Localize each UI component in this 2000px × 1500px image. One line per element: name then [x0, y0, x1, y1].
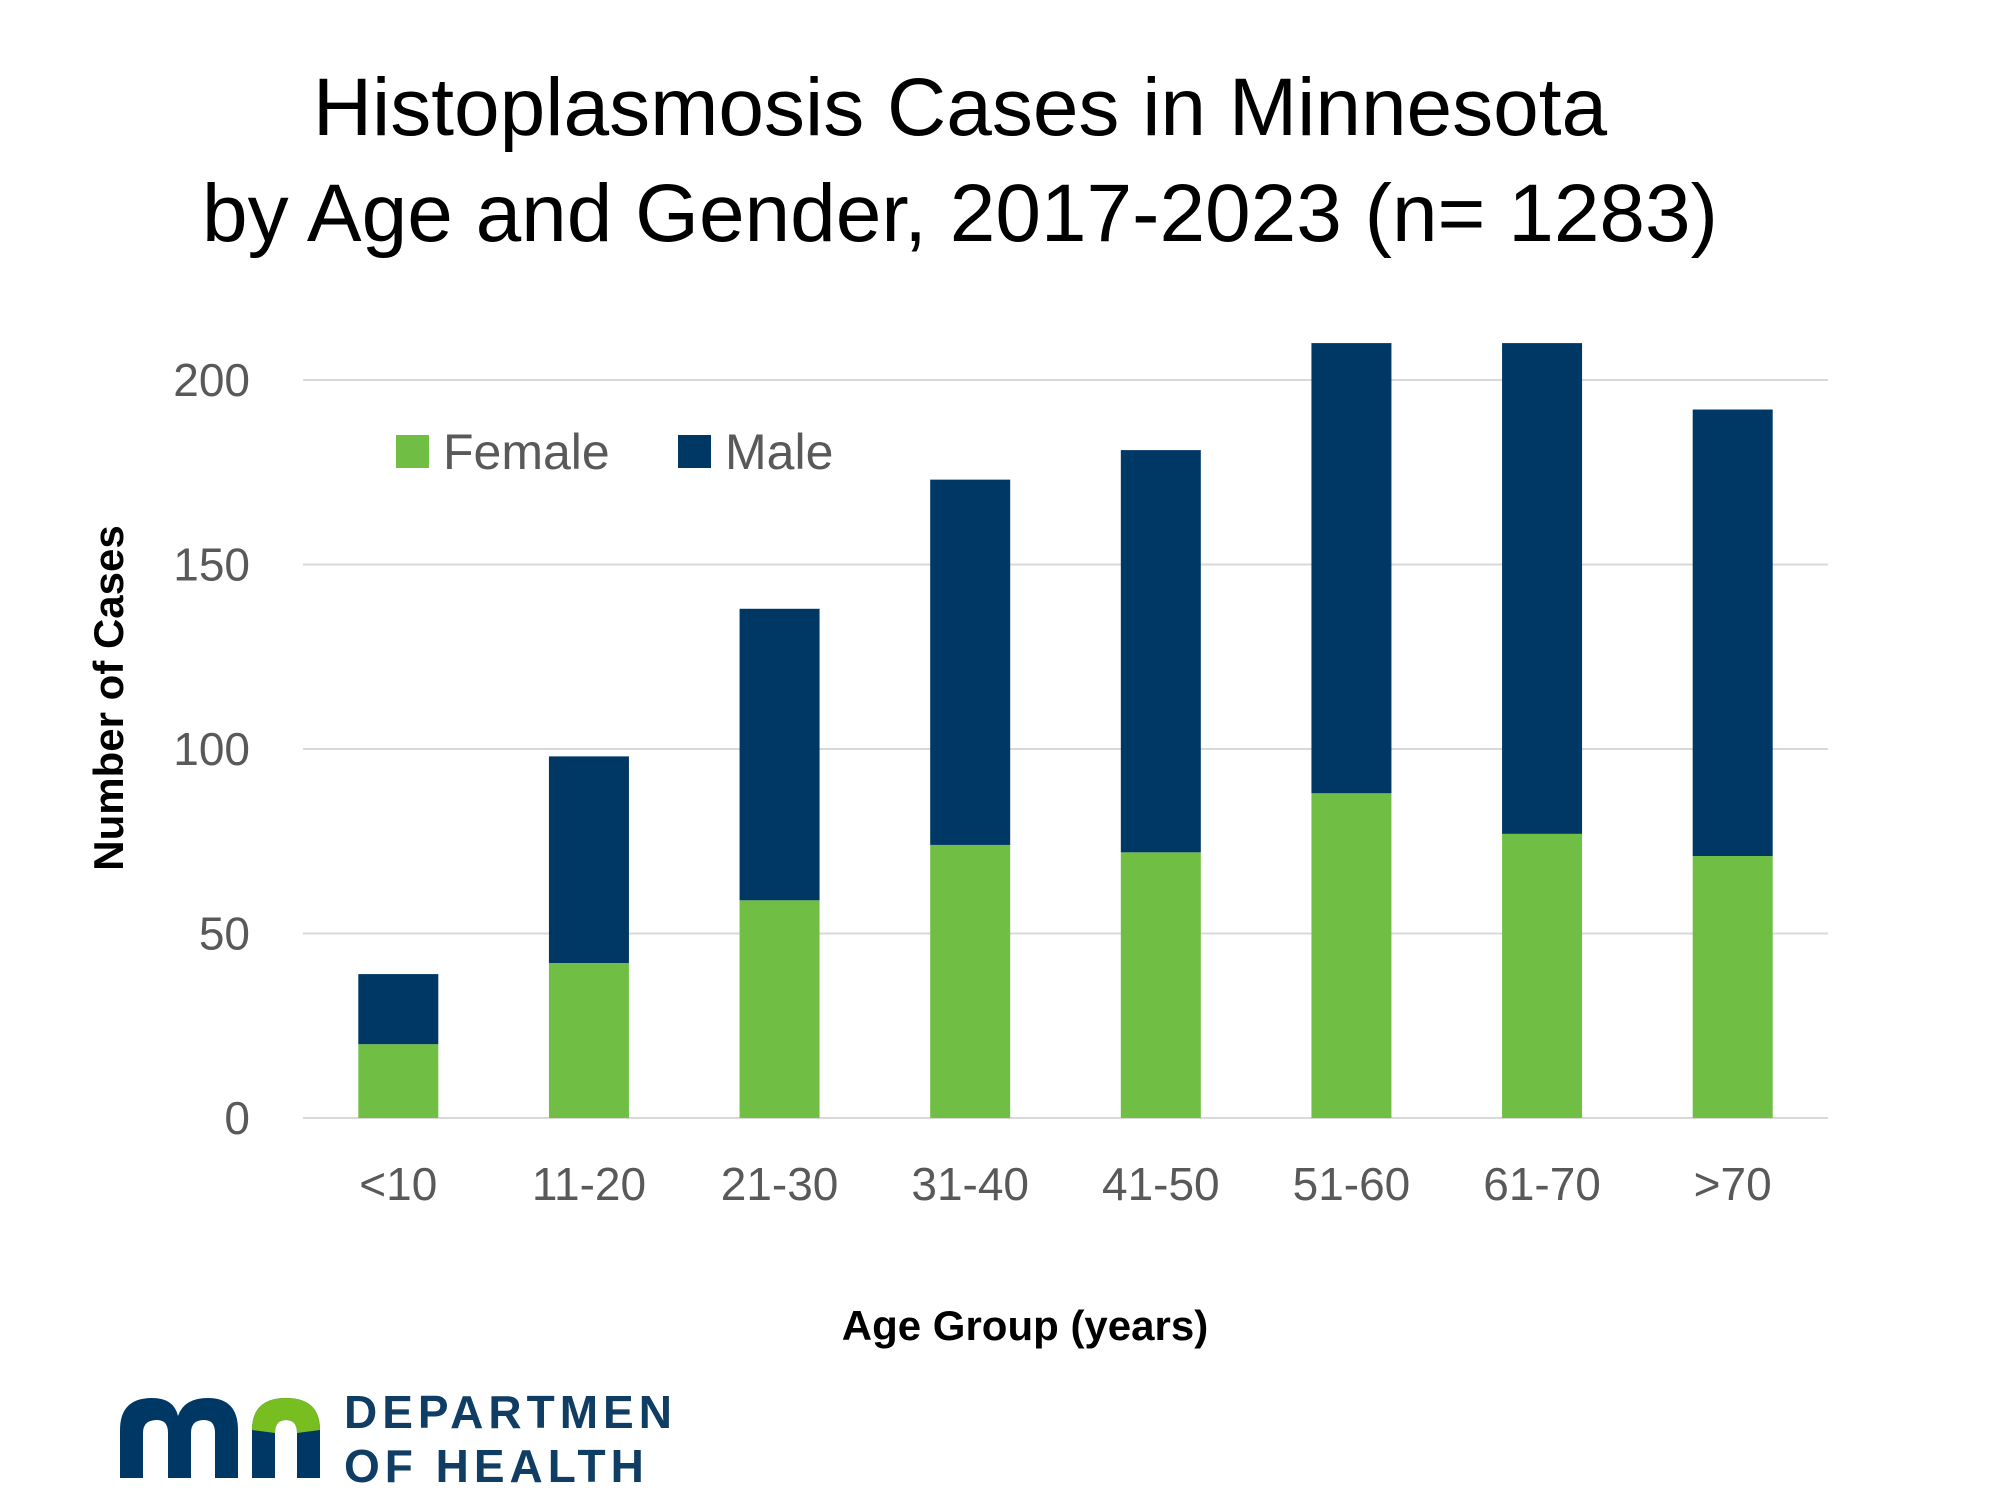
mn-department-of-health-logo: DEPARTMENT OF HEALTH: [120, 1386, 672, 1488]
gridlines: [303, 379, 1828, 1119]
chart-title-line-1: Histoplasmosis Cases in Minnesota: [312, 62, 1608, 153]
bars: [358, 343, 1773, 1118]
logo-text-line-2: OF HEALTH: [344, 1440, 649, 1488]
bar-female-5: [1311, 793, 1392, 1118]
bar-female-3: [930, 844, 1011, 1118]
chart-title: Histoplasmosis Cases in Minnesota by Age…: [0, 55, 1920, 267]
x-tick-label: >70: [1694, 1158, 1772, 1210]
chart-title-line-2: by Age and Gender, 2017-2023 (n= 1283): [202, 168, 1718, 259]
legend-label-male: Male: [725, 424, 833, 480]
bar-male-1: [548, 756, 629, 964]
bar-male-2: [739, 608, 820, 901]
x-tick-label: 51-60: [1293, 1158, 1411, 1210]
legend-swatch-male: [678, 435, 711, 468]
logo-text-line-1: DEPARTMENT: [344, 1386, 672, 1438]
bar-male-5: [1311, 343, 1392, 794]
x-tick-label: <10: [359, 1158, 437, 1210]
x-tick-label: 11-20: [532, 1158, 646, 1210]
x-tick-labels: <10 11-20 21-30 31-40 41-50 51-60 61-70 >70: [359, 1158, 1771, 1210]
bar-female-4: [1120, 852, 1201, 1118]
legend-label-female: Female: [443, 424, 610, 480]
x-tick-label: 31-40: [911, 1158, 1029, 1210]
bar-female-1: [548, 963, 629, 1118]
x-tick-label: 61-70: [1483, 1158, 1601, 1210]
bar-female-6: [1502, 833, 1583, 1118]
legend: Female Male: [396, 424, 833, 480]
y-tick-label: 100: [173, 723, 250, 775]
y-axis-title: Number of Cases: [85, 525, 132, 870]
bar-male-4: [1120, 450, 1201, 853]
bar-male-6: [1502, 343, 1583, 834]
y-tick-label: 150: [173, 539, 250, 591]
bar-male-0: [358, 974, 439, 1045]
mn-logo-mark: [120, 1398, 320, 1478]
y-tick-label: 50: [199, 908, 250, 960]
y-tick-label: 0: [224, 1092, 250, 1144]
x-tick-label: 21-30: [721, 1158, 839, 1210]
legend-swatch-female: [396, 435, 429, 468]
y-tick-label: 200: [173, 354, 250, 406]
bar-female-0: [358, 1044, 439, 1118]
bar-male-3: [930, 479, 1011, 845]
bar-female-2: [739, 900, 820, 1118]
x-tick-label: 41-50: [1102, 1158, 1220, 1210]
bar-male-7: [1692, 409, 1773, 857]
bar-female-7: [1692, 856, 1773, 1118]
y-tick-labels: 0 50 100 150 200: [173, 354, 250, 1144]
x-axis-title: Age Group (years): [842, 1302, 1208, 1349]
